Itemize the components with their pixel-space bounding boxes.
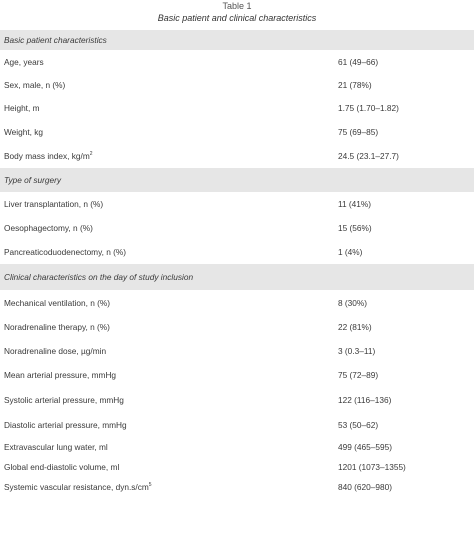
- row-label: Global end-diastolic volume, ml: [0, 457, 336, 477]
- row-value: 61 (49–66): [336, 50, 474, 73]
- table-row: Liver transplantation, n (%) 11 (41%): [0, 192, 474, 216]
- row-label: Oesophagectomy, n (%): [0, 216, 336, 240]
- row-label-text: Diastolic arterial pressure, mmHg: [4, 420, 127, 430]
- row-label: Pancreaticoduodenectomy, n (%): [0, 240, 336, 264]
- row-label-text: Height, m: [4, 103, 40, 113]
- table-row: Weight, kg 75 (69–85): [0, 120, 474, 143]
- row-label: Weight, kg: [0, 120, 336, 143]
- row-label: Noradrenaline dose, µg/min: [0, 339, 336, 363]
- row-label: Systolic arterial pressure, mmHg: [0, 387, 336, 413]
- table-row: Age, years 61 (49–66): [0, 50, 474, 73]
- row-label-text: Systolic arterial pressure, mmHg: [4, 395, 124, 405]
- row-value: 53 (50–62): [336, 413, 474, 437]
- row-value: 1 (4%): [336, 240, 474, 264]
- table-row: Global end-diastolic volume, ml 1201 (107…: [0, 457, 474, 477]
- table-row: Systolic arterial pressure, mmHg 122 (116…: [0, 387, 474, 413]
- row-value: 22 (81%): [336, 315, 474, 339]
- row-label-text: Oesophagectomy, n (%): [4, 223, 93, 233]
- row-label: Body mass index, kg/m2: [0, 143, 336, 168]
- table-row: Oesophagectomy, n (%) 15 (56%): [0, 216, 474, 240]
- row-value: 75 (72–89): [336, 363, 474, 387]
- section-label: Basic patient characteristics: [0, 30, 474, 50]
- row-label-text: Age, years: [4, 56, 44, 67]
- row-label-text: Weight, kg: [4, 126, 44, 137]
- row-label-text: Mean arterial pressure, mmHg: [4, 370, 117, 380]
- row-value: 15 (56%): [336, 216, 474, 240]
- row-value: 1.75 (1.70–1.82): [336, 96, 474, 120]
- section-row: Type of surgery: [0, 168, 474, 192]
- row-label: Height, m: [0, 96, 336, 120]
- row-value: 3 (0.3–11): [336, 339, 474, 363]
- section-row: Basic patient characteristics: [0, 30, 474, 50]
- row-label: Extravascular lung water, ml: [0, 437, 336, 457]
- table-row: Pancreaticoduodenectomy, n (%) 1 (4%): [0, 240, 474, 264]
- row-label-text: Sex, male, n (%): [4, 79, 66, 90]
- row-label-text: Global end-diastolic volume, ml: [4, 462, 120, 472]
- table-row: Systemic vascular resistance, dyn.s/cm5 8…: [0, 477, 474, 497]
- section-row: Clinical characteristics on the day of s…: [0, 264, 474, 290]
- table-row: Body mass index, kg/m2 24.5 (23.1–27.7): [0, 143, 474, 168]
- row-label-text: Liver transplantation, n (%): [4, 199, 104, 209]
- table-row: Sex, male, n (%) 21 (78%): [0, 73, 474, 96]
- row-label: Mean arterial pressure, mmHg: [0, 363, 336, 387]
- row-value: 24.5 (23.1–27.7): [336, 143, 474, 168]
- row-label: Systemic vascular resistance, dyn.s/cm5: [0, 477, 336, 497]
- row-value: 1201 (1073–1355): [336, 457, 474, 477]
- row-label: Liver transplantation, n (%): [0, 192, 336, 216]
- row-label: Age, years: [0, 50, 336, 73]
- row-label-text: Pancreaticoduodenectomy, n (%): [4, 247, 127, 257]
- unit-exponent: 5: [148, 482, 152, 489]
- table-row: Extravascular lung water, ml 499 (465–595…: [0, 437, 474, 457]
- row-label-text: Mechanical ventilation, n (%): [4, 297, 111, 308]
- row-value: 21 (78%): [336, 73, 474, 96]
- table-row: Noradrenaline therapy, n (%) 22 (81%): [0, 315, 474, 339]
- row-label-text: Noradrenaline therapy, n (%): [4, 322, 110, 332]
- row-label: Noradrenaline therapy, n (%): [0, 315, 336, 339]
- row-value: 75 (69–85): [336, 120, 474, 143]
- row-value: 499 (465–595): [336, 437, 474, 457]
- table-number: Table 1: [222, 1, 252, 11]
- table-row: Noradrenaline dose, µg/min 3 (0.3–11): [0, 339, 474, 363]
- table-title: Basic patient and clinical characteristi…: [157, 13, 317, 23]
- table-row: Mechanical ventilation, n (%) 8 (30%): [0, 290, 474, 315]
- section-label: Type of surgery: [0, 168, 474, 192]
- row-label: Sex, male, n (%): [0, 73, 336, 96]
- row-label: Mechanical ventilation, n (%): [0, 290, 336, 315]
- row-value: 8 (30%): [336, 290, 474, 315]
- table-caption: Table 1 Basic patient and clinical chara…: [0, 0, 474, 24]
- table-row: Diastolic arterial pressure, mmHg 53 (50–…: [0, 413, 474, 437]
- row-value: 840 (620–980): [336, 477, 474, 497]
- row-label-text: Systemic vascular resistance, dyn.s/cm: [4, 482, 149, 492]
- row-label-text: Extravascular lung water, ml: [4, 442, 108, 452]
- row-value: 11 (41%): [336, 192, 474, 216]
- row-label-text: Noradrenaline dose, µg/min: [4, 346, 107, 356]
- row-value: 122 (116–136): [336, 387, 474, 413]
- table-row: Height, m 1.75 (1.70–1.82): [0, 96, 474, 120]
- row-label: Diastolic arterial pressure, mmHg: [0, 413, 336, 437]
- unit-exponent: 2: [89, 150, 93, 157]
- table-row: Mean arterial pressure, mmHg 75 (72–89): [0, 363, 474, 387]
- row-label-text: Body mass index, kg/m: [4, 150, 90, 161]
- characteristics-table: Basic patient characteristics Age, years 6…: [0, 30, 474, 497]
- section-label: Clinical characteristics on the day of s…: [0, 264, 474, 290]
